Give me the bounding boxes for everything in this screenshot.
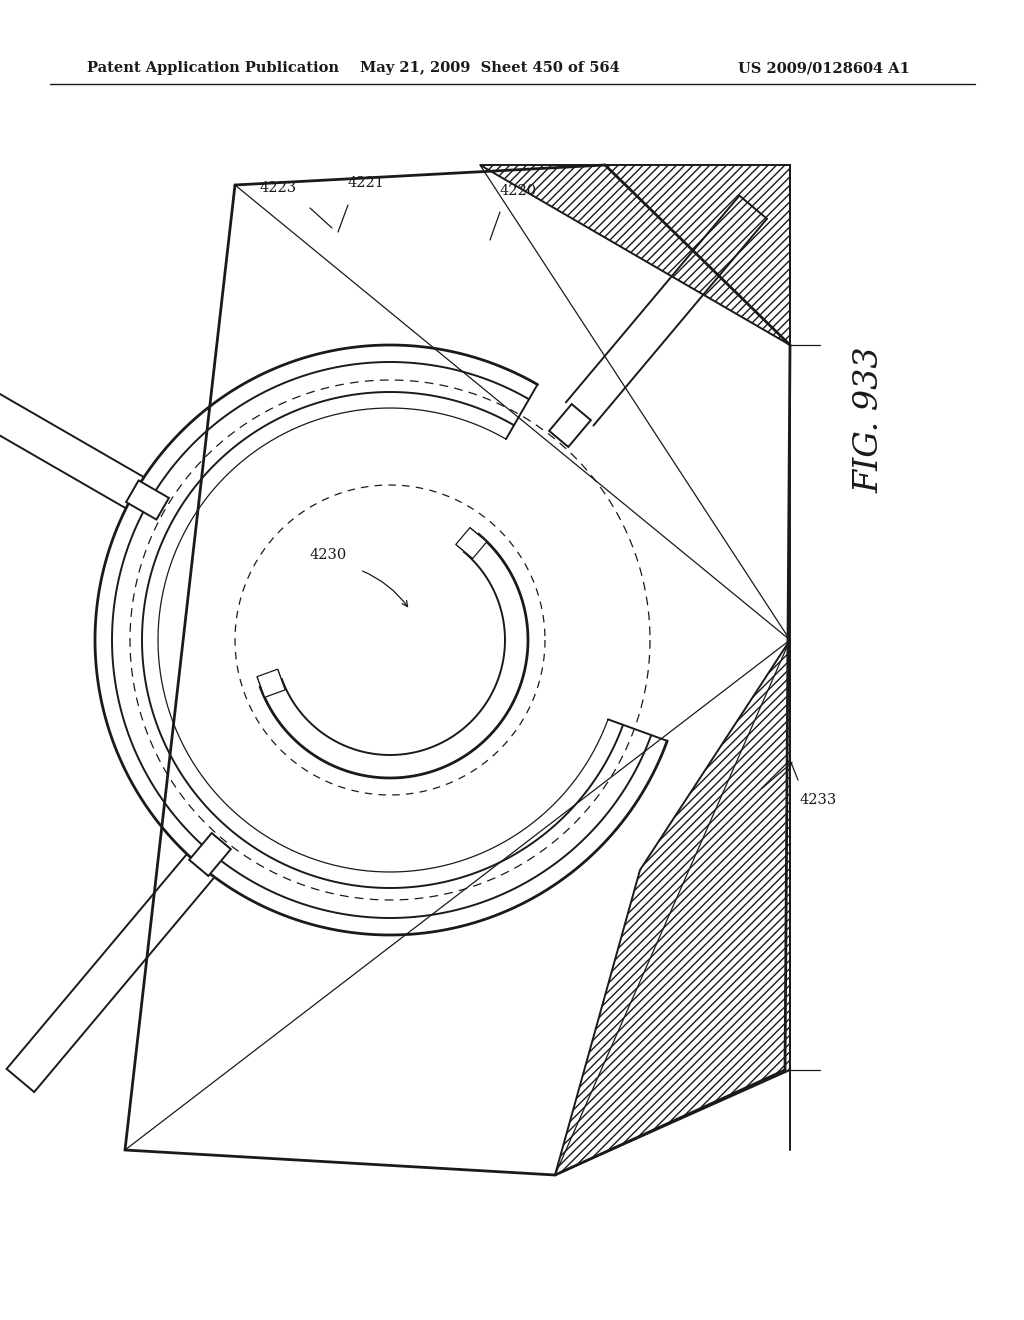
Text: 4221: 4221: [347, 176, 384, 190]
Polygon shape: [126, 480, 169, 520]
Text: 4223: 4223: [260, 181, 297, 195]
Polygon shape: [555, 640, 790, 1175]
Polygon shape: [456, 528, 486, 558]
Text: 4230: 4230: [310, 548, 347, 562]
Text: US 2009/0128604 A1: US 2009/0128604 A1: [738, 61, 910, 75]
Text: 4220: 4220: [500, 183, 538, 198]
Text: FIG. 933: FIG. 933: [854, 347, 886, 494]
Polygon shape: [549, 404, 591, 447]
Text: May 21, 2009  Sheet 450 of 564: May 21, 2009 Sheet 450 of 564: [360, 61, 620, 75]
Text: Patent Application Publication: Patent Application Publication: [87, 61, 339, 75]
Polygon shape: [257, 669, 286, 697]
Polygon shape: [189, 833, 230, 876]
Polygon shape: [480, 165, 790, 345]
Text: 4233: 4233: [800, 793, 838, 807]
